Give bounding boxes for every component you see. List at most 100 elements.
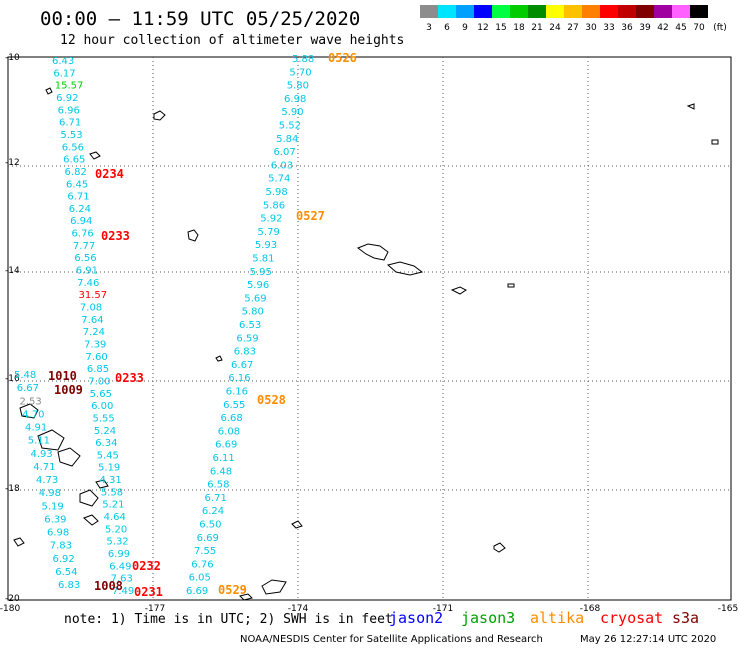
pass-time-label: 0527 [296, 209, 325, 223]
pass-time-label: 0233 [101, 229, 130, 243]
island-outline [37, 429, 65, 451]
legend-swatch [618, 5, 636, 18]
left-track-wave-value: 6.56 [74, 253, 96, 264]
map-frame [7, 56, 732, 601]
legend-swatch [600, 5, 618, 18]
right-track-wave-value: 6.07 [273, 147, 295, 158]
right-track-wave-value: 5.92 [260, 214, 282, 225]
island-outline [13, 537, 25, 547]
right-track-wave-value: 6.55 [223, 400, 245, 411]
island-outline [19, 403, 39, 419]
island-outline [79, 489, 99, 507]
right-track-wave-value: 6.48 [210, 466, 232, 477]
left-track-wave-value: 6.65 [63, 155, 85, 166]
legend-swatch [528, 5, 546, 18]
legend-swatch-label: 39 [639, 23, 651, 33]
right-track-wave-value: 5.98 [266, 187, 288, 198]
legend-swatch-label: 27 [567, 23, 579, 33]
lon-tick-label: -180 [0, 604, 20, 614]
right-track-wave-value: 6.59 [236, 333, 258, 344]
legend-swatch [546, 5, 564, 18]
lat-tick-label: -10 [5, 53, 20, 63]
credit-text: NOAA/NESDIS Center for Satellite Applica… [240, 634, 543, 645]
satellite-legend-cryosat: cryosat [600, 609, 664, 627]
right-track-wave-value: 6.58 [207, 480, 229, 491]
right-track-wave-value: 6.16 [226, 387, 248, 398]
legend-swatch-label: 12 [477, 23, 489, 33]
right-track-wave-value: 5.95 [250, 267, 272, 278]
far-left-track-wave-value: 6.39 [44, 514, 66, 525]
satellite-legend-s3a: s3a [672, 609, 700, 627]
left-track-wave-value: 5.53 [60, 130, 82, 141]
far-left-track-wave-value: 4.70 [22, 409, 44, 420]
left-track-wave-value: 6.99 [108, 549, 130, 560]
left-track-wave-value: 7.39 [84, 339, 106, 350]
legend-swatch-label: 24 [549, 23, 561, 33]
far-left-track-wave-value: 4.93 [31, 449, 53, 460]
left-track-wave-value: 5.21 [102, 500, 124, 511]
right-track-wave-value: 6.11 [213, 453, 235, 464]
lat-tick-label: -20 [5, 594, 20, 604]
legend-swatch-label: 42 [657, 23, 669, 33]
left-track-wave-value: 6.82 [65, 167, 87, 178]
far-left-track-wave-value: 6.67 [17, 383, 39, 394]
legend-swatch-label: 70 [693, 23, 705, 33]
left-track-wave-value: 6.00 [91, 401, 113, 412]
left-track-wave-value: 7.08 [80, 303, 102, 314]
island-outline [261, 579, 287, 595]
right-track-wave-value: 6.53 [239, 320, 261, 331]
lat-tick-label: -12 [5, 158, 20, 168]
far-left-track-wave-value: 4.98 [39, 488, 61, 499]
right-track-wave-value: 5.93 [255, 240, 277, 251]
island-outline [450, 286, 467, 295]
legend-swatch-label: 18 [513, 23, 525, 33]
right-track-wave-value: 5.70 [289, 67, 311, 78]
left-track-wave-value: 15.57 [55, 81, 84, 92]
far-left-track-wave-value: 4.73 [36, 475, 58, 486]
left-track-wave-value: 6.96 [58, 105, 80, 116]
island-outline [95, 479, 109, 489]
island-outline [57, 447, 81, 467]
legend-swatch [690, 5, 708, 18]
left-track-wave-value: 6.49 [109, 561, 131, 572]
island-outline [386, 261, 424, 276]
legend-swatch-label: 3 [426, 23, 432, 33]
legend-swatch [564, 5, 582, 18]
left-track-wave-value: 6.34 [95, 438, 117, 449]
far-left-track-wave-value: 5.19 [42, 501, 64, 512]
legend-swatch-label: 15 [495, 23, 507, 33]
right-track-wave-value: 5.69 [244, 293, 266, 304]
pass-time-label: 1010 [48, 369, 77, 383]
legend-swatch-label: 45 [675, 23, 687, 33]
page-subtitle: 12 hour collection of altimeter wave hei… [60, 33, 405, 48]
left-track-wave-value: 7.64 [81, 315, 103, 326]
right-track-wave-value: 6.69 [186, 586, 208, 597]
right-track-wave-value: 6.69 [215, 440, 237, 451]
far-left-track-wave-value: 6.92 [53, 554, 75, 565]
island-outline [686, 103, 695, 110]
satellite-legend-jason3: jason3 [461, 609, 516, 627]
left-track-wave-value: 6.56 [62, 142, 84, 153]
legend-swatch [636, 5, 654, 18]
color-legend: 3 6 9 12 15 18 21 24 27 30 33 36 39 42 45 70 (ft) [420, 5, 728, 33]
pass-time-label: 0526 [328, 51, 357, 65]
island-outline [215, 355, 223, 362]
page-title: 00:00 – 11:59 UTC 05/25/2020 [40, 8, 361, 30]
legend-swatch [456, 5, 474, 18]
legend-swatch [672, 5, 690, 18]
island-outline [291, 520, 303, 529]
far-left-track-wave-value: 7.83 [50, 541, 72, 552]
left-track-wave-value: 6.71 [67, 192, 89, 203]
left-track-wave-value: 5.19 [98, 463, 120, 474]
far-left-track-wave-value: 6.98 [47, 528, 69, 539]
right-track-wave-value: 5.79 [258, 227, 280, 238]
left-track-wave-value: 5.58 [101, 487, 123, 498]
island-outline [187, 229, 199, 242]
island-outline [711, 139, 719, 145]
right-track-wave-value: 5.84 [276, 134, 298, 145]
pass-time-label: 0234 [95, 167, 124, 181]
right-track-wave-value: 6.98 [284, 94, 306, 105]
left-track-wave-value: 6.92 [56, 93, 78, 104]
island-outline [239, 593, 253, 601]
legend-swatch [582, 5, 600, 18]
